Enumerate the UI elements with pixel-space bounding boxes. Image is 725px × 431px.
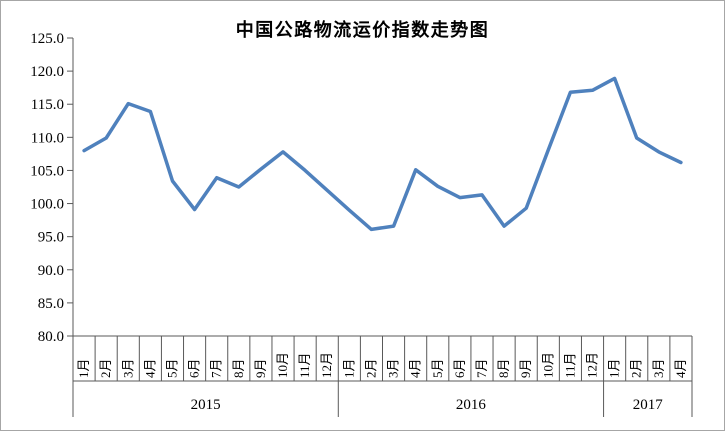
year-label: 2017 [633,397,664,413]
month-label: 2月 [363,358,378,378]
y-axis-label: 120.0 [30,64,64,80]
month-label: 10月 [275,352,290,378]
y-axis-label: 115.0 [31,97,64,113]
month-label: 9月 [518,358,533,378]
month-label: 2月 [98,358,113,378]
month-label: 1月 [607,358,622,378]
y-axis-label: 105.0 [30,163,64,179]
month-label: 8月 [231,358,246,378]
month-label: 12月 [319,352,334,378]
month-label: 6月 [187,358,202,378]
y-axis-label: 95.0 [38,230,64,246]
freight-index-line [82,76,683,232]
y-axis-label: 125.0 [30,31,64,47]
month-label: 2月 [629,358,644,378]
month-label: 6月 [452,358,467,378]
month-label: 3月 [651,358,666,378]
month-label: 3月 [120,358,135,378]
month-label: 1月 [341,358,356,378]
month-label: 4月 [142,358,157,378]
y-axis-label: 110.0 [31,130,64,146]
month-label: 9月 [253,358,268,378]
month-label: 4月 [673,358,688,378]
month-label: 11月 [562,352,577,378]
year-label: 2015 [191,397,221,413]
month-label: 5月 [430,358,445,378]
month-label: 4月 [408,358,423,378]
y-axis-label: 85.0 [38,296,64,312]
year-label: 2016 [456,397,487,413]
y-axis-label: 90.0 [38,263,64,279]
month-label: 8月 [496,358,511,378]
month-label: 7月 [474,358,489,378]
chart-title: 中国公路物流运价指数走势图 [235,20,490,40]
month-label: 11月 [297,352,312,378]
month-label: 3月 [386,358,401,378]
month-label: 7月 [209,358,224,378]
y-axis-label: 80.0 [38,329,64,345]
month-label: 1月 [76,358,91,378]
month-label: 5月 [164,358,179,378]
y-axis-label: 100.0 [30,197,64,213]
month-label: 12月 [585,352,600,378]
month-label: 10月 [540,352,555,378]
